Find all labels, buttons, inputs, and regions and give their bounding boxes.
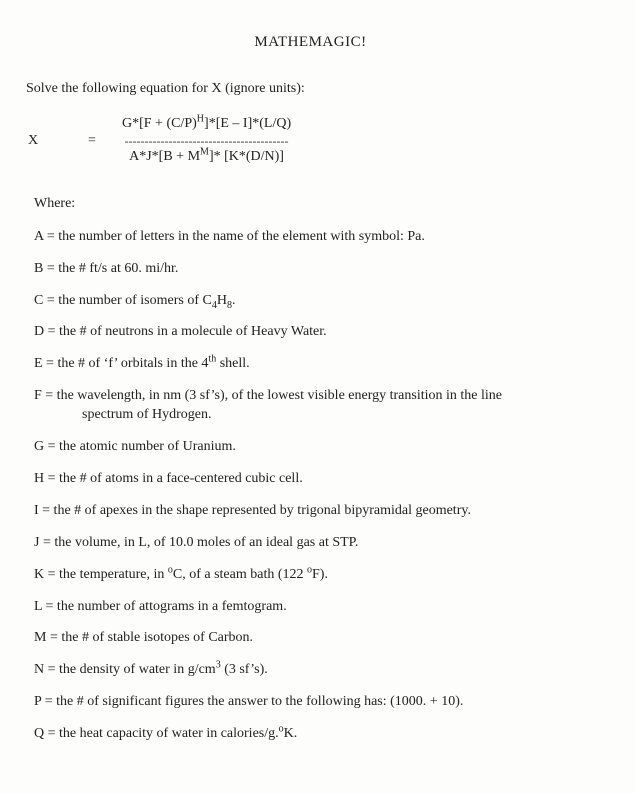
def-e-pre: E = the # of ‘f’ orbitals in the 4 (34, 356, 208, 371)
instruction-text: Solve the following equation for X (igno… (26, 80, 599, 99)
def-h: H = the # of atoms in a face-centered cu… (34, 470, 599, 489)
def-b: B = the # ft/s at 60. mi/hr. (34, 260, 599, 279)
numerator-part1: G*[F + (C/P) (122, 116, 197, 131)
def-n-post: (3 sf’s). (221, 662, 268, 677)
def-f: F = the wavelength, in nm (3 sf’s), of t… (34, 387, 599, 425)
def-k: K = the temperature, in oC, of a steam b… (34, 566, 599, 585)
def-c-post: . (232, 293, 236, 308)
def-p: P = the # of significant figures the ans… (34, 693, 599, 712)
def-k-c: C, of a steam bath (122 (173, 567, 307, 582)
def-k-post: F). (312, 567, 328, 582)
where-label: Where: (34, 195, 599, 214)
def-f-line2: spectrum of Hydrogen. (82, 406, 599, 425)
numerator-part2: ]*[E – I]*(L/Q) (204, 116, 291, 131)
def-k-pre: K = the temperature, in (34, 567, 168, 582)
equation-lhs: X (22, 132, 68, 151)
def-c-pre: C = the number of isomers of C (34, 293, 212, 308)
definitions-list: A = the number of letters in the name of… (34, 228, 599, 744)
denominator-part1: A*J*[B + M (129, 149, 200, 164)
def-e: E = the # of ‘f’ orbitals in the 4th she… (34, 355, 599, 374)
equation-block: X = G*[F + (C/P)H]*[E – I]*(L/Q) -------… (22, 113, 599, 169)
def-q-post: K. (284, 726, 298, 741)
def-f-line1: F = the wavelength, in nm (3 sf’s), of t… (34, 388, 502, 403)
denominator-sup-m: M (200, 146, 209, 157)
def-m: M = the # of stable isotopes of Carbon. (34, 629, 599, 648)
def-c: C = the number of isomers of C4H8. (34, 292, 599, 311)
denominator-part2: ]* [K*(D/N)] (209, 149, 284, 164)
def-a: A = the number of letters in the name of… (34, 228, 599, 247)
def-n-pre: N = the density of water in g/cm (34, 662, 216, 677)
equation-equals: = (68, 132, 116, 151)
numerator-sup-h: H (197, 113, 204, 124)
worksheet-page: MATHEMAGIC! Solve the following equation… (0, 0, 635, 793)
equation-row: X = G*[F + (C/P)H]*[E – I]*(L/Q) -------… (22, 113, 599, 169)
def-d: D = the # of neutrons in a molecule of H… (34, 323, 599, 342)
def-q-pre: Q = the heat capacity of water in calori… (34, 726, 279, 741)
equation-fraction: G*[F + (C/P)H]*[E – I]*(L/Q) -----------… (116, 113, 297, 169)
def-q: Q = the heat capacity of water in calori… (34, 725, 599, 744)
def-c-mid: H (217, 293, 227, 308)
page-title: MATHEMAGIC! (22, 32, 599, 52)
equation-denominator: A*J*[B + MM]* [K*(D/N)] (116, 146, 297, 169)
fraction-bar: ----------------------------------------… (116, 137, 297, 145)
equation-numerator: G*[F + (C/P)H]*[E – I]*(L/Q) (116, 113, 297, 136)
def-n: N = the density of water in g/cm3 (3 sf’… (34, 661, 599, 680)
def-l: L = the number of attograms in a femtogr… (34, 598, 599, 617)
def-j: J = the volume, in L, of 10.0 moles of a… (34, 534, 599, 553)
def-i: I = the # of apexes in the shape represe… (34, 502, 599, 521)
def-e-post: shell. (216, 356, 249, 371)
def-g: G = the atomic number of Uranium. (34, 438, 599, 457)
